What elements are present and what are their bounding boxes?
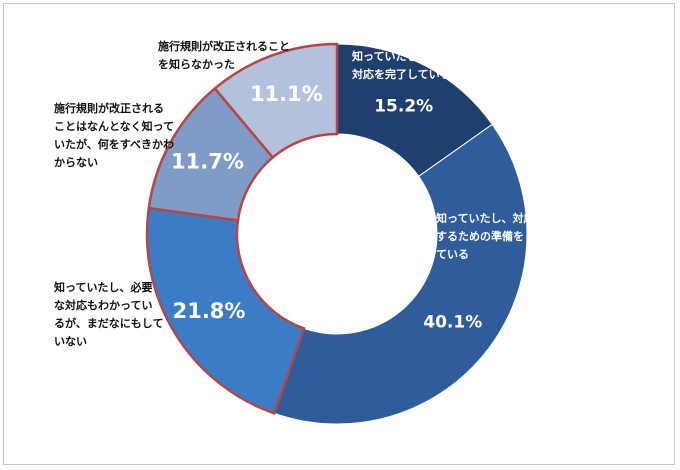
slice-label-line: 施行規則が改正される [54, 102, 164, 115]
slice-label-inner-0: 知っていたし、すでに [351, 49, 462, 63]
donut-slice-1 [273, 123, 528, 425]
slice-label-line: 知っていたし、必要 [54, 281, 153, 294]
slice-label-outer-3: 施行規則が改正される ことはなんとなく知って いたが、何をすべきかわ からない [54, 100, 174, 172]
slice-value-4: 11.1% [250, 82, 323, 106]
slice-value-0: 15.2% [374, 96, 433, 116]
slice-label-line: ことはなんとなく知って [54, 120, 175, 133]
slice-value-2: 21.8% [173, 299, 246, 323]
slice-label-line: な対応もわかってい [54, 299, 153, 312]
donut-chart: 15.2% 40.1% 21.8% 11.7% 11.1% 知っていたし、すでに対応を完… [145, 42, 535, 425]
slice-label-line: いない [54, 335, 87, 348]
slice-label-inner-0: 対応を完了している [351, 67, 451, 81]
donut-slice-2 [145, 206, 306, 415]
slice-label-line: いたが、何をすべきかわ [54, 138, 175, 151]
slice-label-inner-1: するための準備をし [436, 229, 535, 243]
slice-label-outer-4: 施行規則が改正されること を知らなかった [158, 38, 290, 74]
slice-value-1: 40.1% [423, 312, 482, 332]
slice-label-outer-2: 知っていたし、必要 な対応もわかってい るが、まだなにもして いない [54, 279, 163, 351]
slice-label-line: 施行規則が改正されること [158, 40, 290, 53]
slice-label-inner-1: 知っていたし、対応 [435, 211, 534, 225]
slice-label-line: を知らなかった [158, 58, 235, 71]
donut-slice-4 [213, 42, 339, 160]
chart-frame: 15.2% 40.1% 21.8% 11.7% 11.1% 知っていたし、すでに 対応を完… [3, 3, 675, 465]
slice-label-line: るが、まだなにもして [54, 317, 164, 330]
slice-value-3: 11.7% [171, 149, 244, 173]
slice-label-line: からない [54, 156, 98, 169]
slice-label-inner-1: ている [436, 248, 469, 261]
